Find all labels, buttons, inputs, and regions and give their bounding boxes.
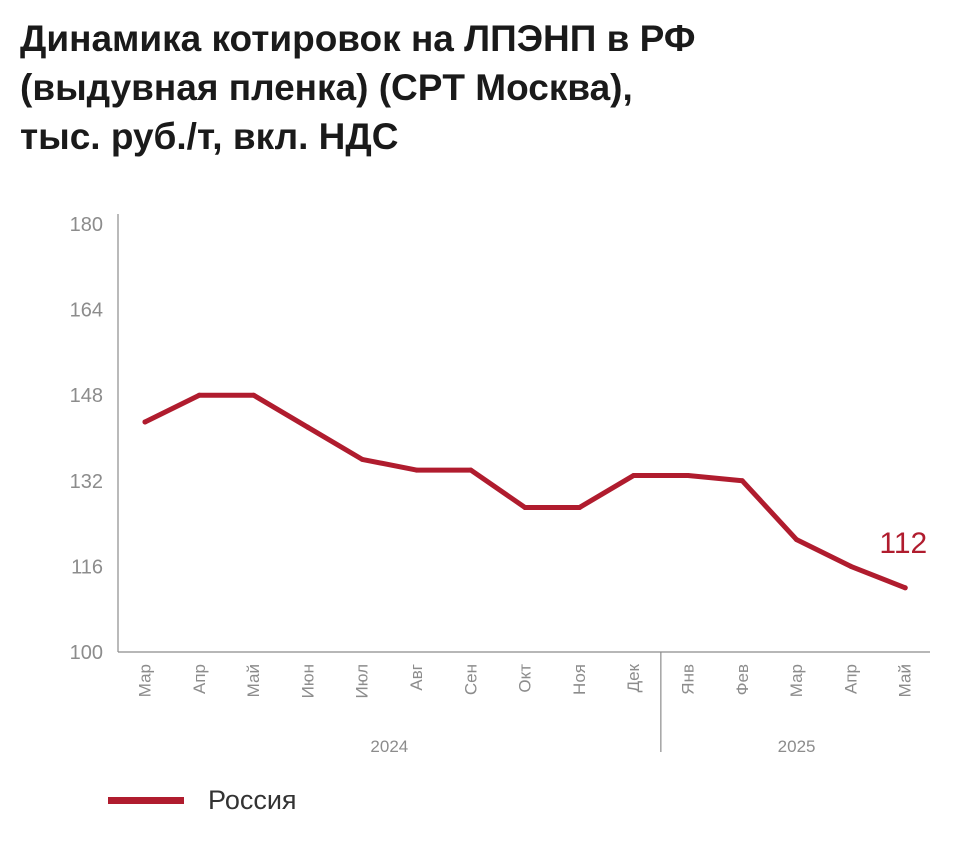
legend-label-russia: Россия (208, 784, 297, 815)
data-point (522, 505, 528, 511)
data-point (414, 467, 419, 473)
x-tick-label: Июл (353, 664, 372, 699)
last-value-label: 112 (879, 527, 927, 560)
data-point (142, 419, 148, 425)
data-point (685, 472, 691, 478)
data-point (305, 424, 311, 430)
data-labels: 112 (879, 527, 927, 560)
x-tick-label: Окт (516, 664, 535, 693)
data-point (251, 392, 257, 398)
data-point (468, 467, 474, 473)
legend-swatch-russia (108, 796, 184, 804)
x-tick-label: Ноя (570, 664, 589, 695)
x-tick-label: Мар (787, 664, 806, 697)
x-axis-ticks: Мар Апр Май Июн Июл Авг Сен Окт Ноя Дек Янв Фев Мар А… (136, 663, 915, 698)
data-point (631, 472, 637, 478)
y-axis-ticks: 100 116 132 148 164 180 (70, 214, 103, 664)
y-tick-label: 164 (70, 300, 103, 322)
chart-title-line-2: (выдувная пленка) (CPT Москва), (20, 67, 633, 108)
y-tick-label: 132 (70, 471, 103, 493)
x-tick-label: Июн (298, 664, 317, 698)
year-group-labels: 2024 2025 (370, 652, 816, 756)
x-tick-label: Янв (679, 664, 698, 695)
data-point (739, 478, 745, 484)
year-group-label: 2025 (778, 737, 816, 756)
chart-axes (117, 214, 930, 653)
x-tick-label: Мар (136, 664, 155, 697)
legend: Россия (108, 780, 297, 820)
y-tick-label: 180 (70, 214, 103, 236)
x-tick-label: Фев (733, 664, 752, 695)
data-point (902, 585, 908, 591)
data-point (848, 563, 854, 569)
series-line-russia (142, 392, 908, 591)
x-tick-label: Май (244, 664, 263, 697)
y-tick-label: 100 (70, 642, 103, 664)
y-tick-label: 148 (70, 385, 103, 407)
data-point (576, 505, 582, 511)
series-group (142, 392, 908, 591)
year-group-label: 2024 (370, 737, 408, 756)
x-tick-label: Апр (190, 664, 209, 694)
y-tick-label: 116 (71, 556, 103, 578)
x-tick-label: Сен (461, 664, 480, 695)
chart-title-line-3: тыс. руб./т, вкл. НДС (20, 116, 399, 157)
x-tick-label: Дек (624, 663, 643, 692)
x-tick-label: Апр (841, 664, 860, 694)
data-point (196, 392, 202, 398)
x-tick-label: Авг (407, 664, 426, 691)
chart-title-line-1: Динамика котировок на ЛПЭНП в РФ (20, 18, 696, 59)
data-point (359, 456, 365, 462)
chart-title: Динамика котировок на ЛПЭНП в РФ (выдувн… (20, 14, 940, 161)
x-tick-label: Май (896, 664, 915, 697)
data-point (794, 537, 800, 543)
